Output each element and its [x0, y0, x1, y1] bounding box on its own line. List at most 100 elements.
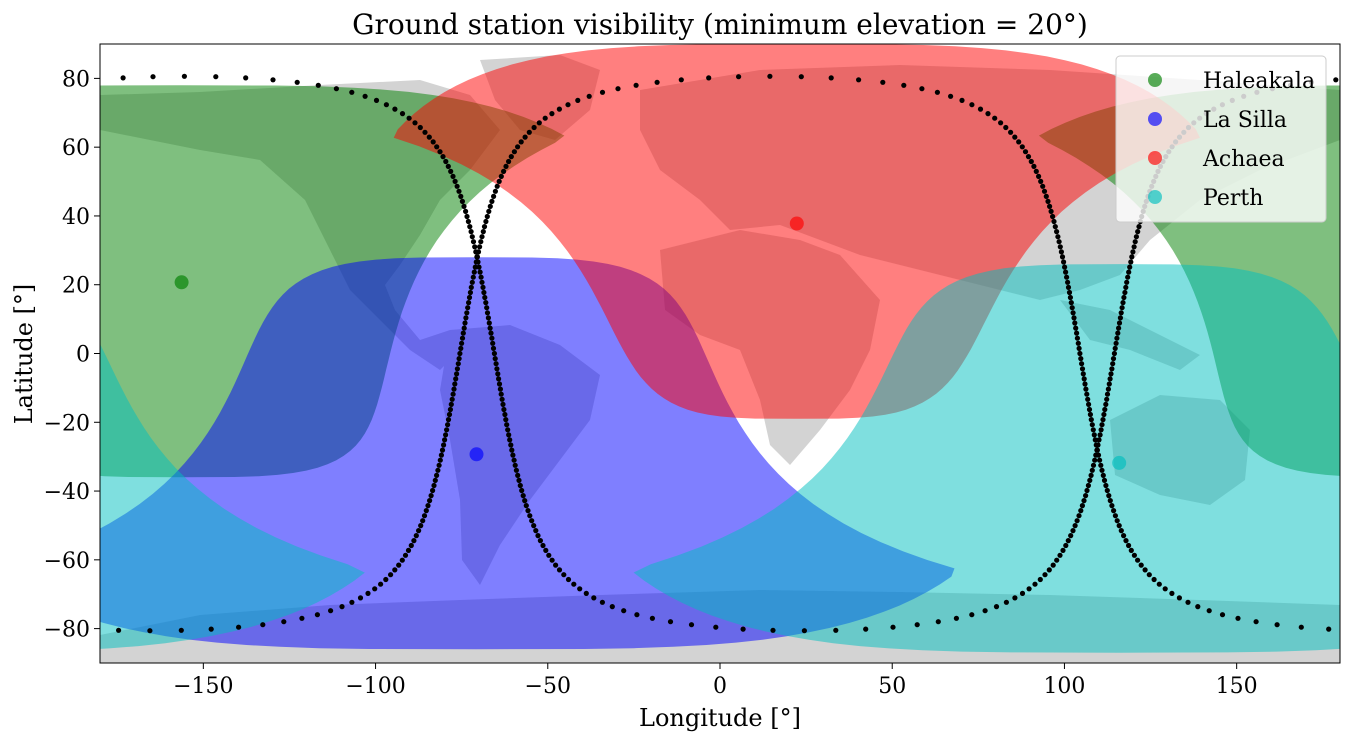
ground-track-point: [1079, 503, 1085, 509]
ground-track-point: [500, 401, 506, 407]
ground-track-point: [281, 619, 287, 625]
ground-track-point: [1092, 457, 1098, 463]
ground-track-point: [770, 627, 776, 633]
ground-track-point: [1065, 284, 1072, 290]
ground-track-point: [767, 73, 773, 79]
ground-track-point: [445, 422, 451, 428]
visibility-region-perth: [633, 264, 1340, 653]
ground-track-point: [1129, 254, 1135, 260]
ground-track-point: [299, 615, 305, 621]
ground-track-point: [615, 86, 621, 92]
ground-track-point: [1107, 376, 1113, 382]
ground-track-point: [1032, 581, 1038, 587]
ground-track-point: [472, 244, 478, 250]
legend-marker: [1148, 151, 1162, 165]
ground-track-point: [599, 89, 606, 95]
ground-track-point: [420, 518, 426, 524]
y-tick-label: 0: [76, 343, 90, 368]
ground-track-point: [1054, 229, 1060, 235]
ground-track-point: [536, 120, 542, 126]
ground-track-point: [486, 320, 492, 326]
ground-track-point: [1051, 218, 1057, 225]
ground-track-point: [1079, 366, 1086, 372]
ground-track-point: [1121, 294, 1127, 301]
y-tick-label: −80: [44, 618, 90, 643]
ground-track-point: [1059, 254, 1066, 260]
ground-track-point: [505, 427, 511, 433]
ground-track-point: [396, 562, 402, 568]
ground-track-point: [713, 624, 719, 630]
ground-track-point: [1326, 626, 1332, 632]
legend-marker: [1148, 190, 1162, 204]
ground-track-point: [1037, 576, 1043, 583]
ground-track-point: [540, 542, 546, 549]
x-axis-label: Longitude [°]: [639, 704, 801, 732]
ground-track-point: [1116, 320, 1123, 326]
ground-track-point: [349, 89, 355, 95]
ground-track-point: [383, 102, 389, 108]
ground-track-point: [1118, 310, 1124, 316]
ground-track-point: [1064, 274, 1070, 280]
ground-track-point: [1048, 208, 1054, 214]
ground-track-point: [1090, 427, 1096, 433]
ground-track-point: [1078, 356, 1084, 362]
ground-track-point: [458, 345, 464, 351]
ground-track-point: [1019, 590, 1026, 597]
ground-track-point: [549, 111, 555, 117]
ground-track-point: [1054, 557, 1060, 563]
ground-track-point: [1135, 557, 1141, 563]
ground-track-point: [452, 178, 458, 184]
ground-track-point: [315, 82, 321, 88]
y-tick-label: −20: [44, 411, 90, 436]
ground-track-point: [406, 115, 412, 121]
ground-track-point: [479, 279, 485, 285]
ground-track-point: [1112, 345, 1118, 351]
ground-track-point: [487, 203, 493, 209]
ground-track-point: [1106, 493, 1112, 499]
ground-track-point: [1097, 432, 1103, 438]
ground-track-point: [349, 599, 355, 605]
ground-track-point: [1087, 411, 1093, 418]
ground-track-point: [498, 173, 504, 179]
ground-track-point: [1112, 513, 1118, 519]
ground-track-point: [571, 581, 577, 587]
visibility-regions: [100, 44, 1340, 653]
ground-track-point: [457, 350, 463, 357]
ground-track-point: [418, 523, 424, 529]
ground-track-point: [1062, 264, 1068, 270]
ground-track-point: [561, 572, 567, 578]
ground-track-point: [399, 557, 405, 563]
ground-track-point: [1151, 576, 1157, 583]
ground-track-point: [649, 615, 656, 621]
ground-track-point: [1138, 562, 1144, 568]
ground-track-point: [487, 325, 493, 331]
ground-track-point: [969, 612, 975, 618]
ground-track-point: [461, 325, 467, 331]
ground-track-point: [1065, 538, 1071, 544]
ground-track-point: [501, 168, 507, 174]
ground-track-point: [493, 361, 499, 367]
ground-track-point: [1063, 542, 1069, 549]
ground-track-point: [497, 386, 503, 392]
legend-label: Achaea: [1202, 147, 1285, 172]
ground-track-point: [473, 249, 479, 255]
ground-track-point: [914, 622, 920, 628]
ground-track-point: [1003, 124, 1009, 131]
ground-track-point: [490, 345, 497, 351]
ground-track-point: [1126, 269, 1132, 275]
ground-track-point: [1128, 259, 1134, 265]
ground-track-point: [1055, 234, 1061, 240]
ground-track-point: [688, 622, 695, 628]
ground-track-point: [1087, 477, 1093, 483]
ground-track-point: [454, 371, 460, 377]
ground-track-point: [459, 340, 465, 346]
ground-track-point: [462, 320, 468, 326]
ground-track-point: [434, 472, 440, 478]
ground-track-point: [1118, 528, 1124, 534]
ground-track-point: [425, 503, 431, 509]
station-marker-perth: [1112, 455, 1127, 470]
x-axis-ticks: −150 −100 −50 0 50 100 150: [173, 663, 1258, 699]
ground-track-point: [441, 442, 447, 448]
ground-track-point: [1089, 467, 1095, 473]
